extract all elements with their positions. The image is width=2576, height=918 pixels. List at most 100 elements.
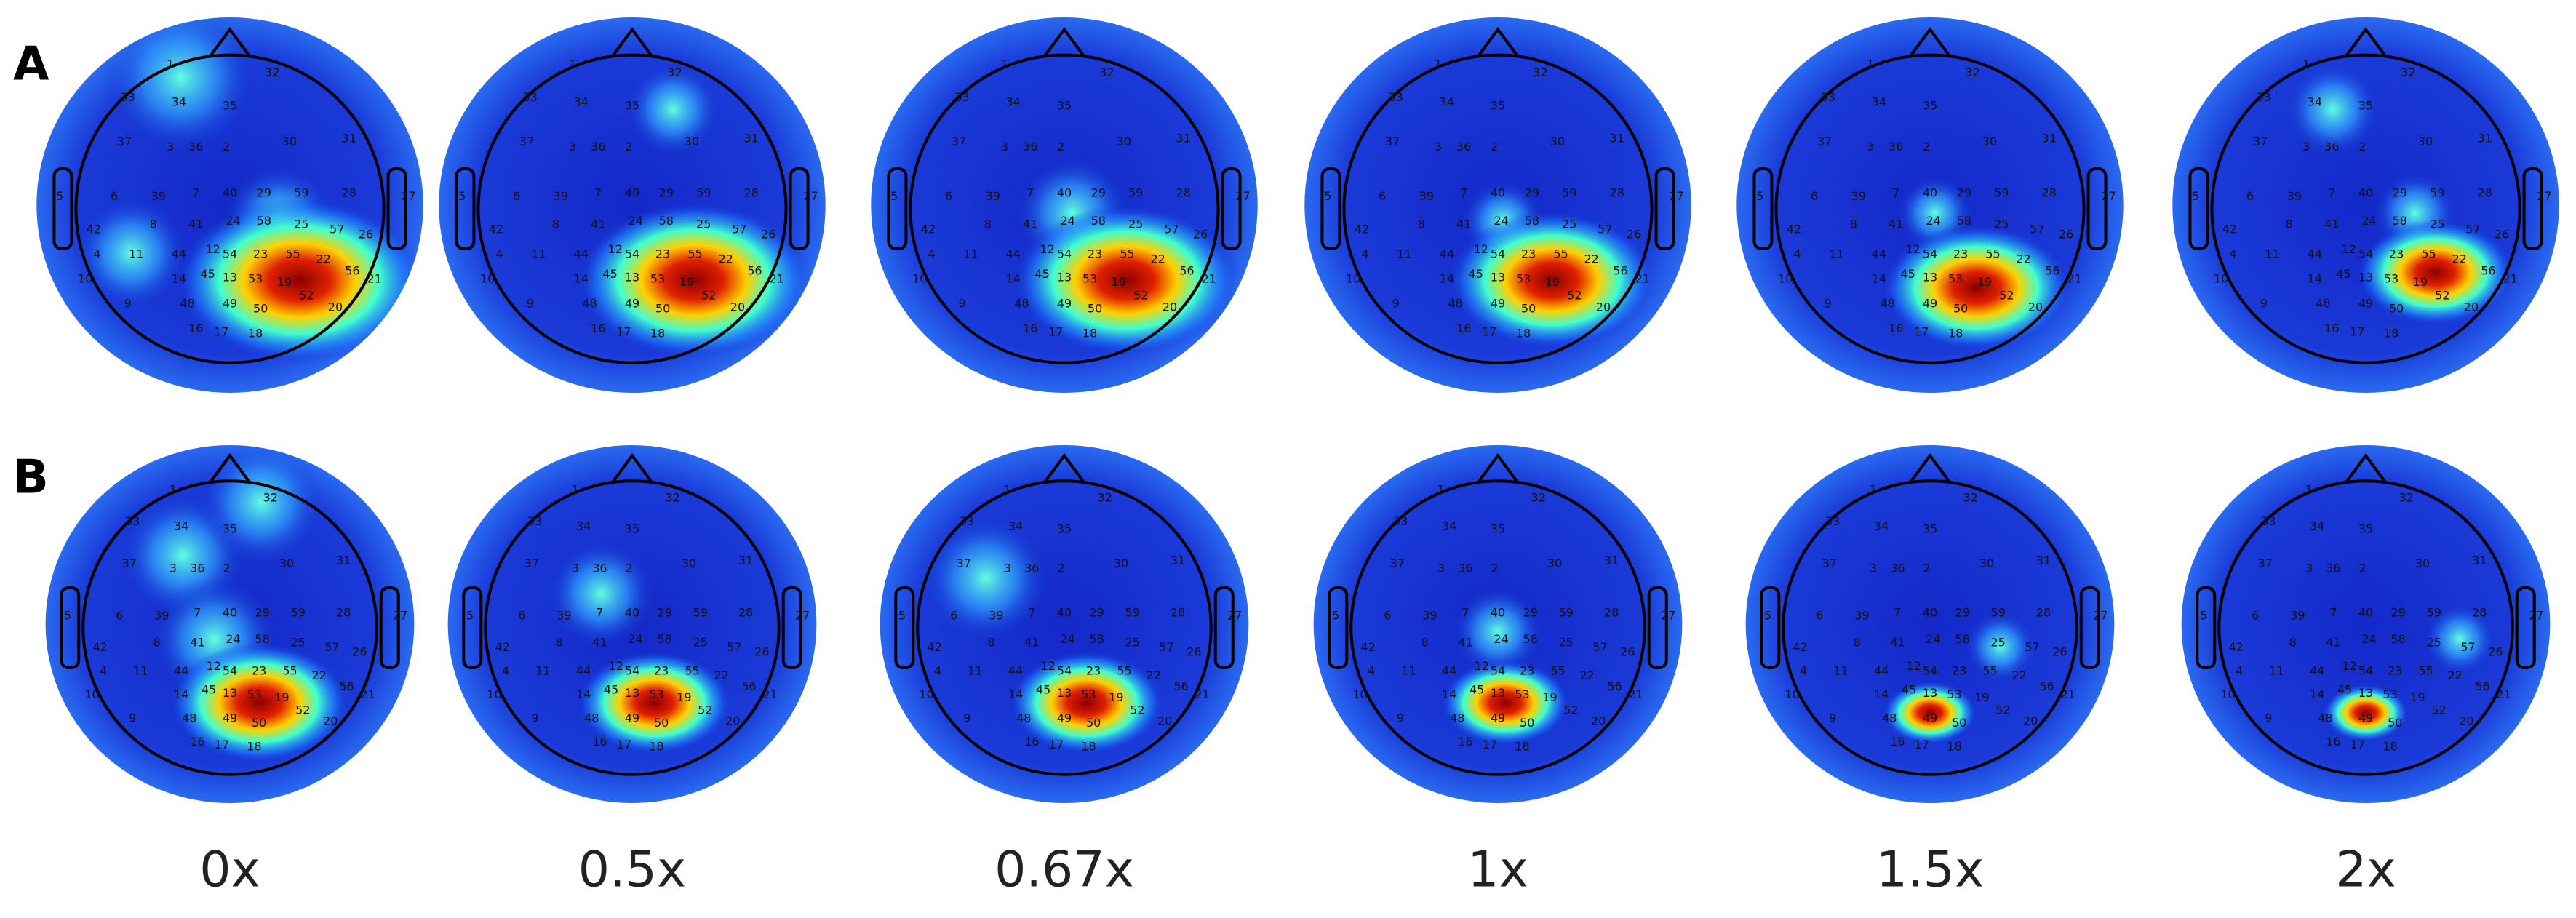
electrode-label: 37 <box>2258 556 2273 570</box>
electrode-label: 56 <box>2475 679 2489 693</box>
electrode-label: 1 <box>2302 57 2310 71</box>
electrode-label: 39 <box>151 189 166 203</box>
electrode-label: 36 <box>1458 562 1472 575</box>
electrode-label: 17 <box>1914 324 1929 338</box>
hot-spot <box>1013 205 1239 356</box>
electrode-label: 48 <box>1014 297 1029 311</box>
electrode-label: 23 <box>2389 247 2404 261</box>
electrode-label: 28 <box>1604 605 1619 619</box>
electrode-label: 48 <box>582 297 597 311</box>
electrode-label: 29 <box>1523 605 1537 619</box>
electrode-label: 57 <box>2025 640 2039 654</box>
electrode-label: 57 <box>1159 640 1173 654</box>
electrode-label: 30 <box>1114 556 1128 570</box>
map-field <box>577 62 812 359</box>
electrode-label: 19 <box>679 275 694 289</box>
electrode-label: 48 <box>2316 297 2330 311</box>
electrode-label: 2 <box>1057 140 1064 153</box>
electrode-label: 52 <box>1999 288 2014 302</box>
map-field <box>75 17 423 363</box>
electrode-label: 23 <box>253 247 268 261</box>
nose <box>1042 452 1086 484</box>
electrode-label: 19 <box>1542 690 1557 704</box>
electrode-label: 31 <box>1171 554 1185 567</box>
electrode-label: 17 <box>616 324 631 338</box>
electrode-label: 35 <box>223 98 237 112</box>
electrode-label: 14 <box>1872 272 1886 286</box>
electrode-label: 52 <box>1995 703 2010 717</box>
electrode-label: 37 <box>122 556 137 570</box>
electrode-label: 48 <box>1450 711 1464 725</box>
electrode-label: 27 <box>1235 189 1250 203</box>
electrode-label: 23 <box>2388 663 2402 677</box>
electrode-label: 3 <box>170 562 177 575</box>
electrode-label: 10 <box>78 272 92 286</box>
electrode-label: 40 <box>1491 605 1505 619</box>
electrode-label: 57 <box>1598 223 1612 236</box>
electrode-label: 36 <box>190 562 204 575</box>
electrode-label: 23 <box>1953 247 1968 261</box>
electrode-label: 5 <box>1764 609 1771 623</box>
electrode-label: 56 <box>2045 263 2059 277</box>
electrode-label: 22 <box>1579 668 1594 682</box>
electrode-label: 45 <box>1902 682 1916 696</box>
electrode-label: 4 <box>2230 247 2237 261</box>
electrode-label: 29 <box>1091 186 1106 200</box>
electrode-label: 8 <box>1850 217 1857 231</box>
electrode-label: 34 <box>1872 95 1886 109</box>
electrode-label: 54 <box>625 247 639 261</box>
map-background <box>2172 17 2559 393</box>
electrode-label: 32 <box>2399 490 2414 504</box>
electrode-label: 50 <box>1521 302 1536 316</box>
head-outline <box>81 479 378 776</box>
electrode-label: 45 <box>202 682 216 696</box>
electrode-label: 32 <box>667 65 682 79</box>
ear <box>60 586 81 669</box>
electrode-label: 32 <box>1963 490 1978 504</box>
nose <box>2344 27 2388 58</box>
electrode-label: 56 <box>2039 679 2054 693</box>
electrode-label: 37 <box>1822 556 1837 570</box>
electrode-label: 28 <box>2036 605 2051 619</box>
electrode-label: 45 <box>1034 267 1049 281</box>
electrode-label: 40 <box>625 605 639 619</box>
electrode-label: 26 <box>352 644 367 658</box>
cool-spot <box>626 62 720 156</box>
electrode-label: 58 <box>657 632 671 646</box>
electrode-label: 28 <box>1176 186 1191 200</box>
electrode-label: 21 <box>2496 687 2511 701</box>
electrode-label: 48 <box>1880 297 1894 311</box>
electrode-label: 32 <box>1533 65 1547 79</box>
electrode-label: 28 <box>744 186 759 200</box>
electrode-label: 36 <box>591 140 605 153</box>
electrode-label: 6 <box>2246 189 2254 203</box>
electrode-label: 57 <box>1592 640 1607 654</box>
electrode-label: 40 <box>1057 605 1072 619</box>
electrode-label: 36 <box>1889 140 1903 153</box>
nose <box>208 27 252 58</box>
map-field <box>923 516 1164 755</box>
electrode-label: 20 <box>1591 714 1606 728</box>
electrode-label: 44 <box>1006 247 1021 261</box>
electrode-label: 27 <box>401 189 415 203</box>
electrode-label: 25 <box>294 217 308 231</box>
electrode-label: 10 <box>480 272 495 286</box>
electrode-label: 58 <box>1525 214 1539 228</box>
electrode-label: 45 <box>1470 682 1484 696</box>
electrode-label: 50 <box>252 716 266 730</box>
electrode-label: 44 <box>1872 247 1886 261</box>
row-label: B <box>13 451 49 505</box>
electrode-label: 22 <box>2016 252 2030 266</box>
electrode-label: 19 <box>1112 275 1126 289</box>
electrode-label: 56 <box>1173 679 1188 693</box>
electrode-label: 32 <box>1099 65 1114 79</box>
electrode-label: 58 <box>1091 214 1106 228</box>
head-outline <box>916 479 1213 776</box>
electrode-label: 19 <box>2413 275 2428 289</box>
electrode-label: 8 <box>988 635 995 649</box>
electrode-label: 17 <box>1482 324 1496 338</box>
electrode-label: 44 <box>1442 663 1456 677</box>
row-label: A <box>13 38 49 92</box>
electrode-label: 54 <box>2358 247 2373 261</box>
